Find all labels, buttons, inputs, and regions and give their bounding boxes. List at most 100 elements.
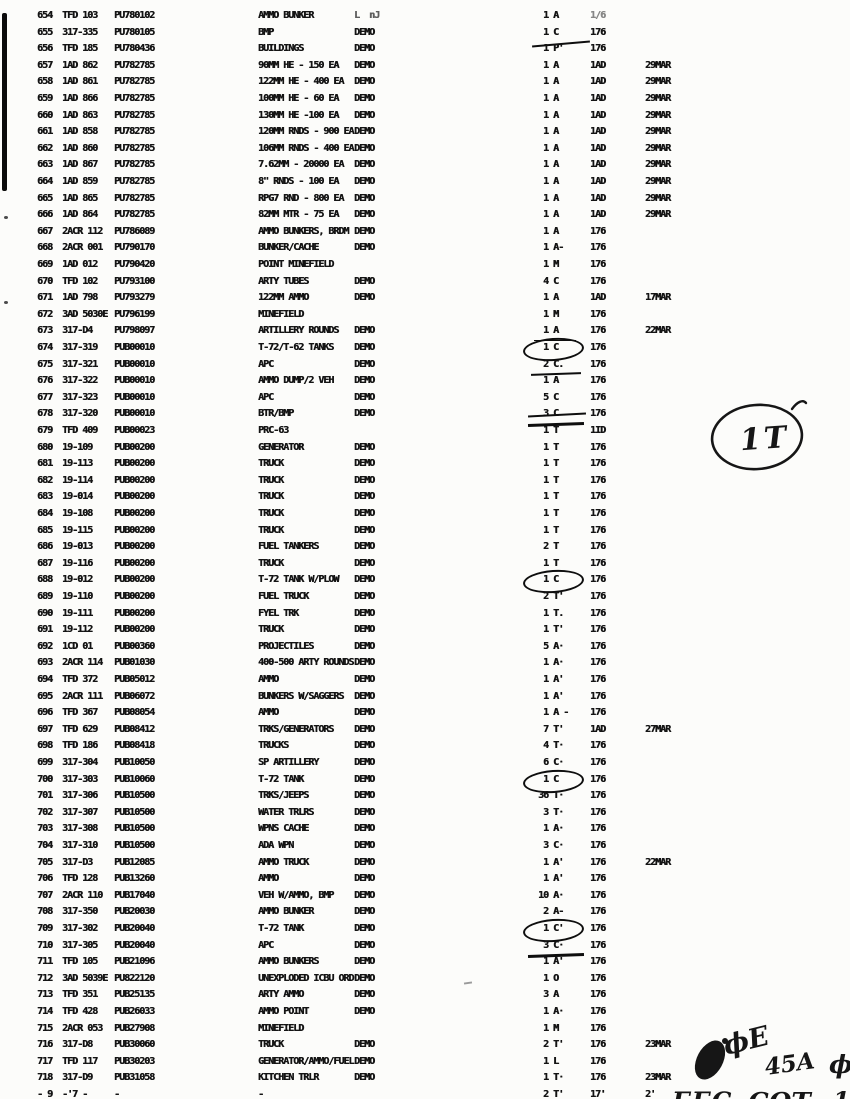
cell-desc: 8" RNDS - 100 EA: [258, 176, 339, 187]
table-row: 710 317-305 PUB20040 APC DEMO 3 C· 176: [0, 938, 850, 959]
table-row: 694 TFD 372 PUB05012 AMMO DEMO 1 A' 176: [0, 672, 850, 689]
cell-date: 2': [645, 1089, 656, 1099]
cell-demo: DEMO: [354, 59, 375, 71]
cell-demo: DEMO: [354, 657, 375, 669]
cell-unit: 317-323: [62, 391, 98, 403]
cell-no: - 9: [37, 1089, 53, 1099]
cell-desc: AMMO POINT: [258, 1006, 309, 1017]
cell-code: PU780436: [114, 43, 155, 55]
cell-no: 664: [37, 176, 53, 187]
cell-grp: 176: [590, 1072, 606, 1084]
cell-qty: 36 T·: [538, 790, 564, 802]
table-row: 683 19-014 PUB00200 TRUCK DEMO 1 T 176: [0, 489, 850, 506]
cell-desc: 400-500 ARTY ROUNDS: [258, 657, 354, 669]
cell-desc: BTR/BMP: [258, 408, 294, 420]
cell-date: 29MAR: [645, 59, 671, 71]
cell-desc: 122MM HE - 400 EA: [258, 76, 344, 88]
cell-desc: AMMO BUNKERS, BRDM: [258, 225, 349, 237]
cell-code: PUB20040: [114, 939, 155, 951]
cell-qty: 1 C: [538, 342, 559, 353]
cell-code: PUB00200: [114, 474, 155, 486]
table-row: 655 317-335 PU780105 BMP DEMO 1 C 176: [0, 25, 850, 48]
cell-unit: 19-112: [62, 624, 93, 636]
cell-code: PU796199: [114, 308, 155, 320]
cell-unit: 1AD 859: [62, 176, 98, 187]
cell-grp: 1AD: [590, 59, 606, 71]
cell-desc: 106MM RNDS - 400 EA: [258, 142, 354, 154]
table-row: 675 317-321 PUB00010 APC DEMO 2 C. 176: [0, 357, 850, 377]
cell-unit: 1CD 01: [62, 640, 93, 652]
cell-code: PU782785: [114, 176, 155, 187]
hand-tick-icon: [790, 400, 808, 411]
cell-code: PUB10500: [114, 806, 155, 818]
cell-grp: 176: [590, 342, 606, 353]
cell-qty: 1 A: [538, 225, 559, 237]
cell-code: PUB10050: [114, 757, 155, 768]
cell-qty: 1 T: [538, 425, 559, 436]
cell-code: PUB00200: [114, 607, 155, 619]
cell-code: PUB01030: [114, 657, 155, 669]
cell-qty: 1 A: [538, 292, 559, 304]
cell-desc: PRC-63: [258, 425, 289, 436]
table-row: 654 TFD 103 PU780102 AMMO BUNKER L nJ 1 A 1/6: [0, 8, 850, 25]
cell-grp: 176: [590, 674, 606, 685]
cell-qty: 1 A: [538, 59, 559, 71]
table-row: 713 TFD 351 PUB25135 ARTY AMMO DEMO 3 A 176: [0, 987, 850, 1004]
cell-grp: 176: [590, 1006, 606, 1017]
table-row: 684 19-108 PUB00200 TRUCK DEMO 1 T 176: [0, 506, 850, 523]
cell-desc: TRUCKS: [258, 740, 289, 752]
table-row: 715 2ACR 053 PUB27908 MINEFIELD 1 M 176: [0, 1021, 850, 1038]
cell-unit: 2ACR 110: [62, 889, 103, 901]
cell-code: PU782785: [114, 93, 155, 104]
cell-desc: MINEFIELD: [258, 308, 304, 320]
cell-code: PUB00010: [114, 408, 155, 420]
cell-grp: 176: [590, 26, 606, 38]
cell-unit: 19-108: [62, 508, 93, 519]
cell-grp: 176: [590, 524, 606, 536]
cell-unit: 1AD 864: [62, 209, 98, 221]
cell-demo: DEMO: [354, 408, 375, 420]
cell-code: PUB00200: [114, 557, 155, 569]
cell-demo: DEMO: [354, 458, 375, 470]
cell-unit: TFD 629: [62, 723, 98, 735]
cell-unit: TFD 367: [62, 707, 98, 719]
cell-grp: 176: [590, 906, 606, 918]
cell-qty: 1 T·: [538, 1072, 564, 1084]
table-row: 678 317-320 PUB00010 BTR/BMP DEMO 3 C 176: [0, 406, 850, 427]
cell-code: PUB00010: [114, 375, 155, 387]
ink-blob-icon: [694, 1040, 726, 1080]
cell-unit: 3AD 5039E: [62, 972, 108, 984]
cell-qty: 1 A: [538, 375, 559, 387]
cell-grp: 176: [590, 740, 606, 752]
cell-no: 657: [37, 59, 53, 71]
cell-code: PUB00200: [114, 574, 155, 586]
cell-no: 688: [37, 574, 53, 586]
cell-unit: 19-115: [62, 524, 93, 536]
cell-grp: 176: [590, 458, 606, 470]
cell-unit: 19-110: [62, 591, 93, 602]
cell-grp: 176: [590, 773, 606, 785]
cell-unit: 317-304: [62, 757, 98, 768]
cell-code: PUB12085: [114, 856, 155, 868]
cell-demo: DEMO: [354, 674, 375, 685]
cell-unit: 317-D4: [62, 325, 93, 337]
cell-desc: PROJECTILES: [258, 640, 314, 652]
cell-no: 663: [37, 159, 53, 171]
cell-code: PUB00200: [114, 491, 155, 503]
cell-code: PUB10500: [114, 823, 155, 835]
table-row: 685 19-115 PUB00200 TRUCK DEMO 1 T 176: [0, 523, 850, 540]
table-row: 662 1AD 860 PU782785 106MM RNDS - 400 EA DEM…: [0, 141, 850, 158]
cell-code: PUB20030: [114, 906, 155, 918]
cell-unit: 317-305: [62, 939, 98, 951]
cell-desc: T-72 TANK W/PLOW: [258, 574, 339, 586]
cell-unit: 317-D8: [62, 1039, 93, 1051]
cell-code: PU786089: [114, 225, 155, 237]
cell-demo: DEMO: [354, 358, 375, 370]
cell-demo: DEMO: [354, 1055, 375, 1067]
cell-no: 716: [37, 1039, 53, 1051]
cell-demo: DEMO: [354, 591, 375, 602]
cell-desc: T-72/T-62 TANKS: [258, 342, 334, 353]
cell-no: 660: [37, 109, 53, 121]
cell-date: 27MAR: [645, 723, 671, 735]
cell-grp: 176: [590, 325, 606, 337]
